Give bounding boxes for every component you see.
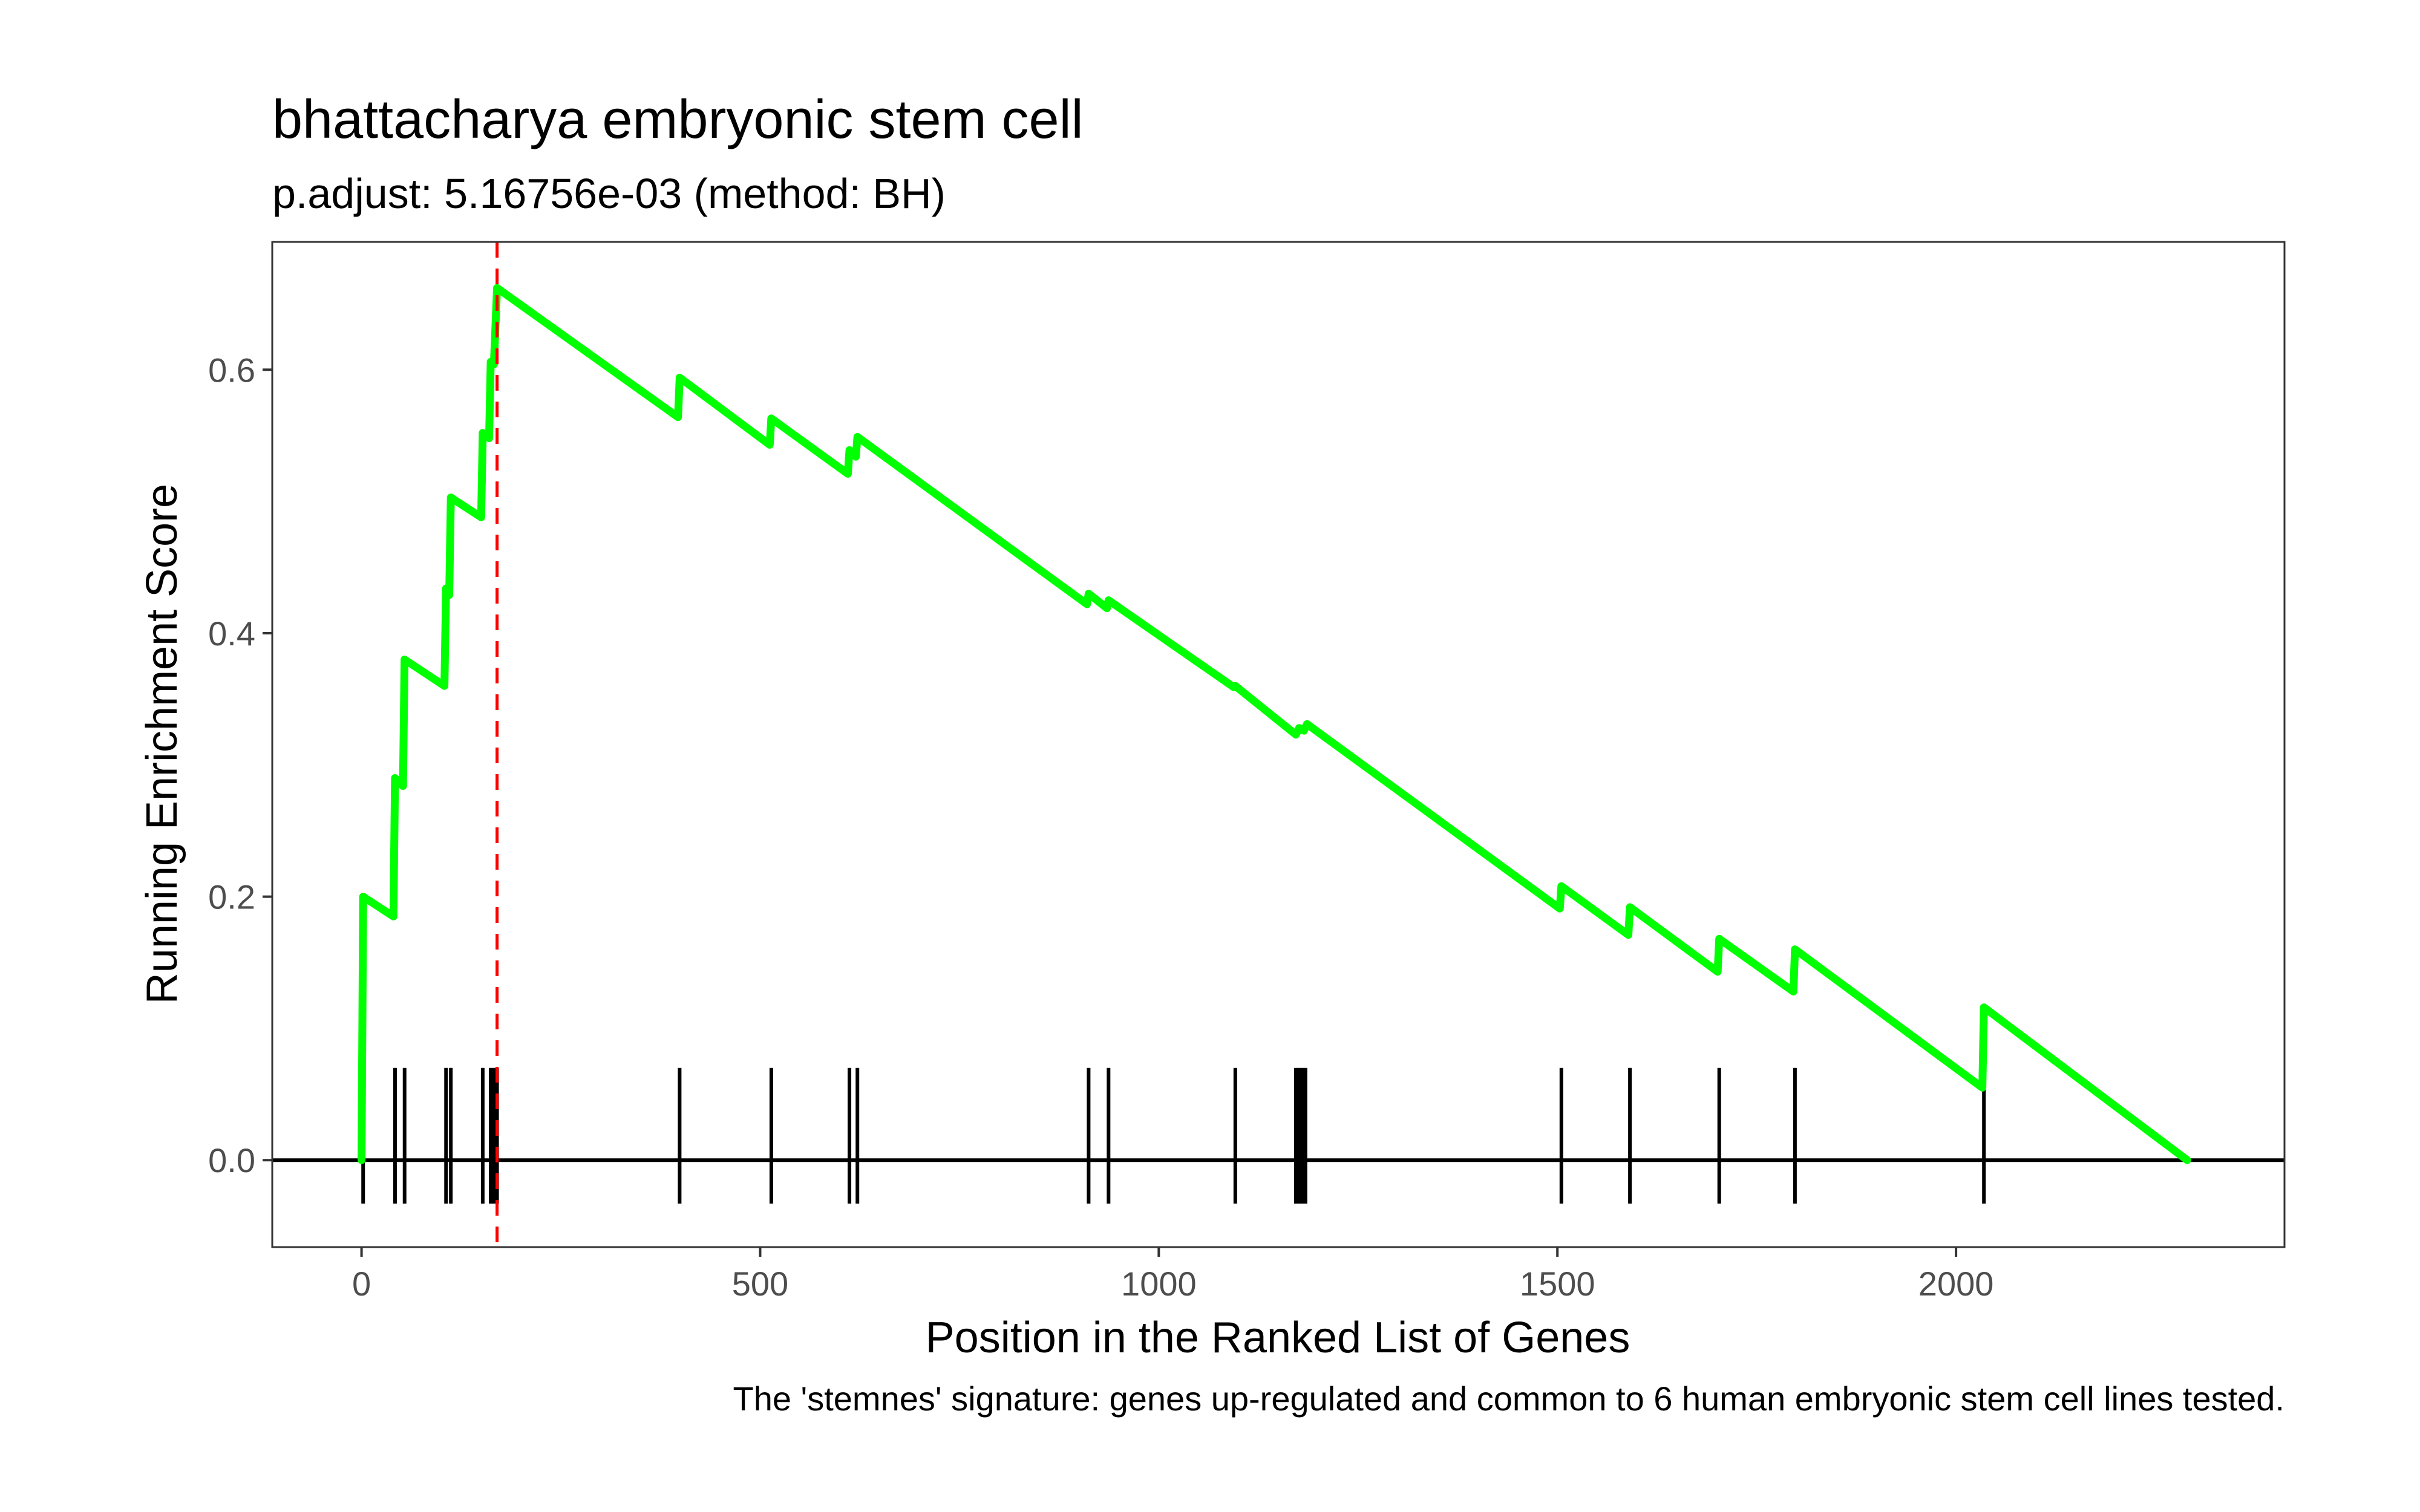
y-axis-label: Running Enrichment Score [138, 484, 186, 1004]
x-tick-label: 0 [352, 1265, 371, 1303]
x-axis-label: Position in the Ranked List of Genes [926, 1314, 1630, 1362]
chart-subtitle: p.adjust: 5.16756e-03 (method: BH) [272, 170, 946, 217]
y-tick-label: 0.2 [208, 878, 255, 916]
x-tick-label: 500 [732, 1265, 788, 1303]
chart-title: bhattacharya embryonic stem cell [272, 90, 1084, 150]
x-tick-label: 1000 [1121, 1265, 1197, 1303]
panel-border [271, 241, 2286, 1248]
gene-hit-marks [361, 1067, 1986, 1204]
chart-caption: The 'stemnes' signature: genes up-regula… [733, 1380, 2284, 1418]
x-tick-label: 2000 [1918, 1265, 1994, 1303]
enrichment-score-line [358, 284, 2191, 1164]
y-tick-label: 0.4 [208, 614, 255, 653]
y-tick-label: 0.6 [208, 351, 255, 389]
y-tick-label: 0.0 [208, 1141, 255, 1179]
x-tick-label: 1500 [1520, 1265, 1595, 1303]
plot-panel: 0.0 0.2 0.4 0.6 0 500 1000 1500 2000 [208, 241, 2286, 1303]
